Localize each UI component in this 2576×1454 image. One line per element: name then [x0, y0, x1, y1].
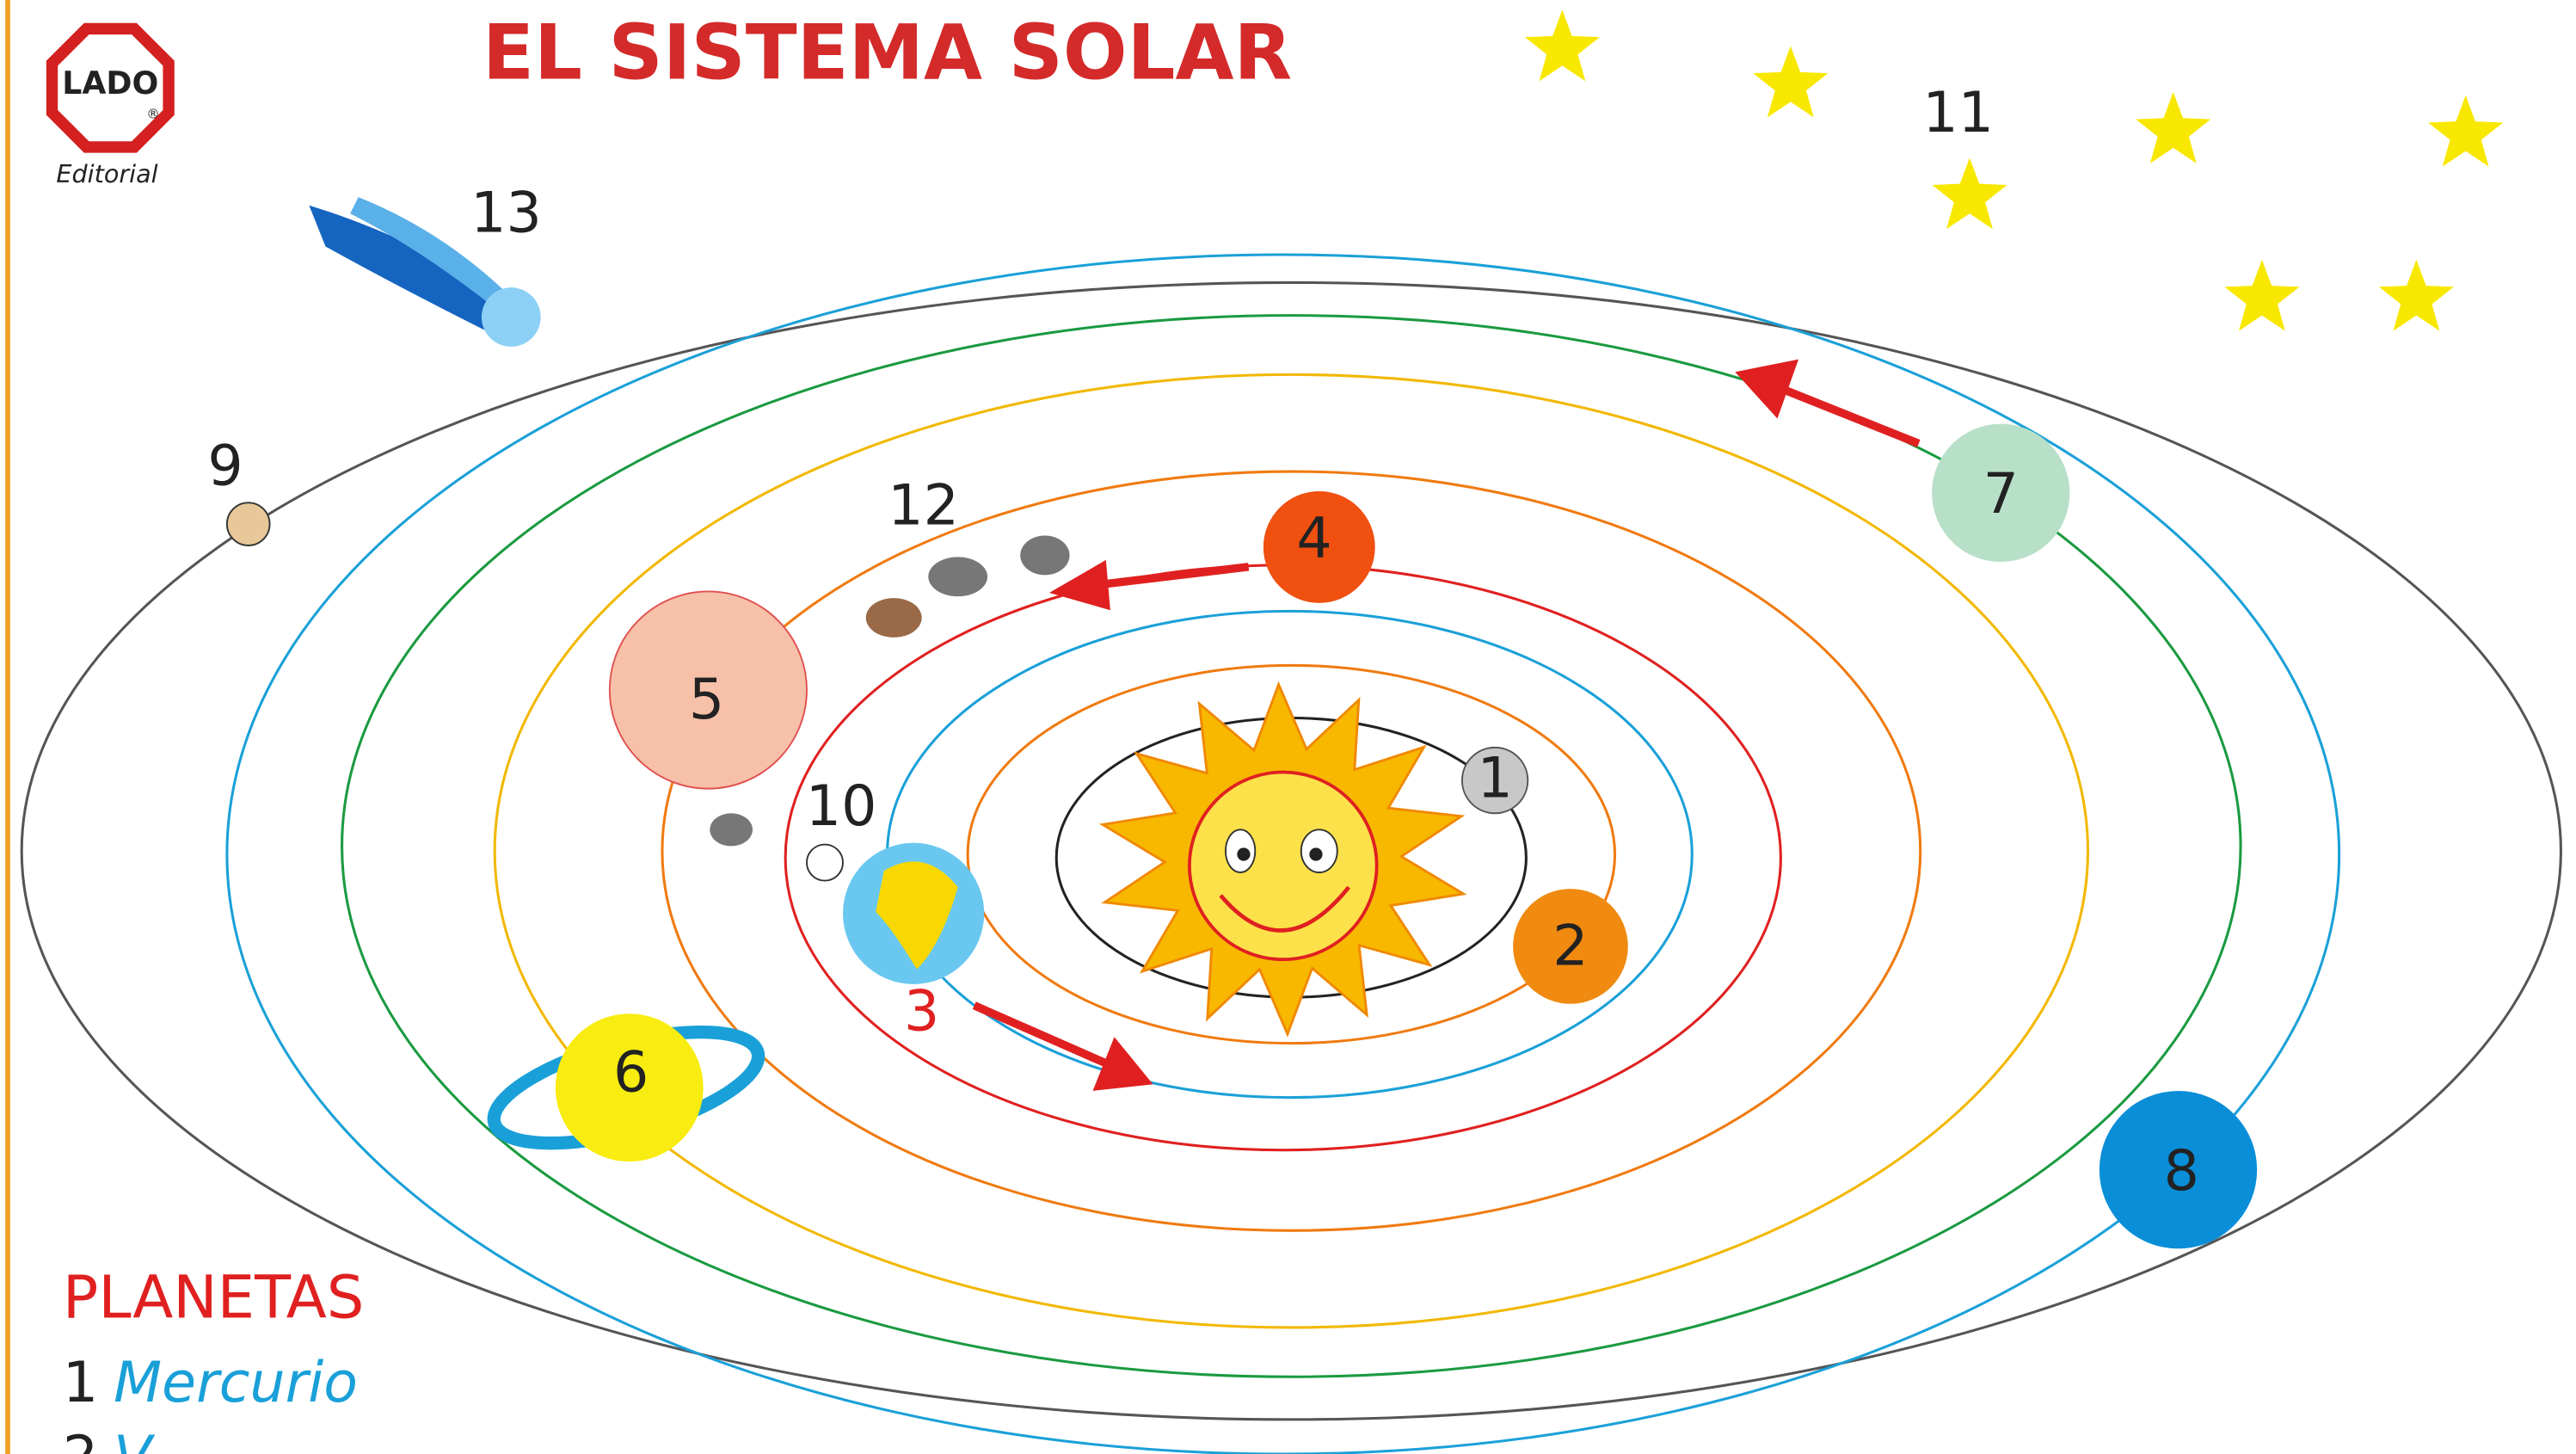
legend-heading: PLANETAS [63, 1264, 365, 1333]
logo: LADO ® Editorial [46, 23, 175, 188]
sun-pupil [1237, 847, 1250, 860]
star [2224, 260, 2299, 331]
moon [807, 845, 843, 881]
arrow-head [1099, 1045, 1145, 1087]
star [1525, 9, 1600, 81]
planet-label: 11 [1922, 81, 1994, 145]
planet-label: 10 [806, 774, 877, 839]
planet-label: 7 [1983, 462, 2019, 527]
legend-number: 2 [63, 1425, 98, 1454]
planet-label: 13 [470, 182, 542, 246]
asteroid [928, 557, 987, 596]
arrow [1097, 567, 1249, 585]
arrow [1779, 388, 1918, 444]
legend: PLANETAS 1 Mercurio 2 V [63, 1264, 365, 1454]
legend-name: Mercurio [114, 1351, 358, 1415]
logo-name: LADO [62, 65, 158, 102]
logo-sub: Editorial [56, 159, 157, 188]
legend-number: 1 [63, 1351, 98, 1415]
logo-mark: ® [146, 106, 159, 121]
planet-label: 4 [1296, 507, 1331, 571]
star [2379, 260, 2454, 331]
page-border [5, 0, 10, 1454]
planet [227, 502, 270, 545]
planet-label: 1 [1477, 747, 1512, 811]
planet-label: 12 [888, 474, 959, 539]
legend-name: V [114, 1425, 156, 1454]
star [2428, 95, 2503, 167]
asteroid [710, 813, 753, 846]
star [2136, 92, 2210, 163]
asteroid [1020, 536, 1069, 576]
planet-label: 6 [613, 1040, 649, 1105]
sun-pupil [1309, 847, 1322, 860]
planet-label: 2 [1552, 914, 1588, 978]
planet-label: 8 [2164, 1139, 2199, 1204]
asteroid [866, 598, 922, 638]
arrow [974, 1006, 1110, 1065]
planet-label: 5 [689, 668, 724, 732]
arrow-head [1060, 567, 1105, 605]
solar-system-diagram: LADO ® Editorial EL SISTEMA SOLAR [0, 0, 2576, 1454]
title: EL SISTEMA SOLAR [483, 9, 1292, 97]
stars [1525, 9, 2503, 330]
planet-label: 9 [207, 434, 243, 499]
planet-label: 3 [904, 980, 939, 1044]
arrow-head [1743, 365, 1792, 410]
comet-head [482, 287, 541, 347]
star [1932, 157, 2007, 229]
star [1753, 46, 1828, 117]
